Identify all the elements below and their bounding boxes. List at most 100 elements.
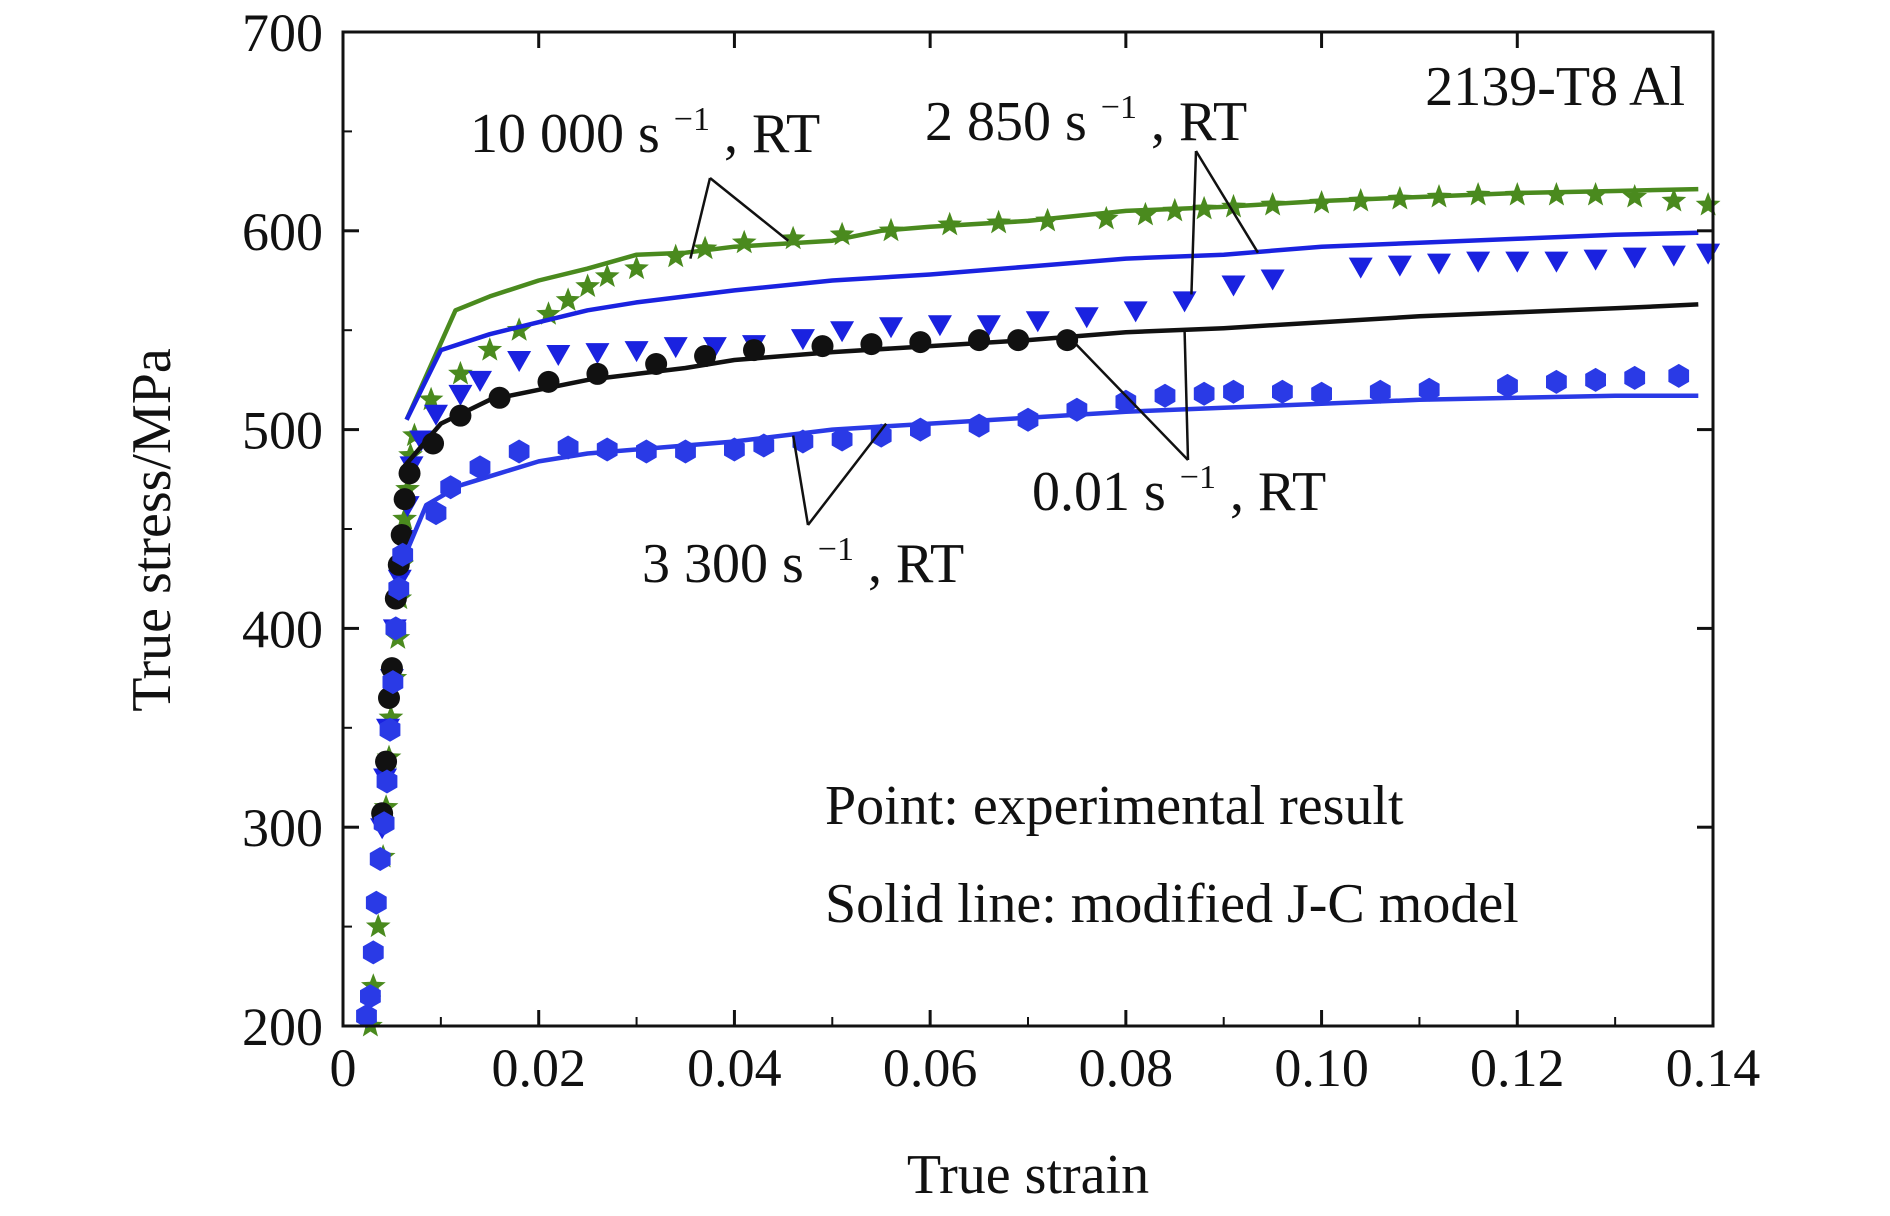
point-3300-35 [1369,379,1391,404]
point-3300-2 [362,940,384,965]
point-10000-42 [1426,184,1452,208]
x-tick-label-3: 0.06 [883,1038,978,1098]
point-3300-40 [1624,365,1646,390]
point-3300-26 [968,413,990,438]
point-10000-26 [731,229,757,254]
label-0.01-rate: 0.01 s −1 , RT [1032,439,1326,523]
point-3300-30 [1154,383,1176,408]
point-10000-45 [1544,182,1569,206]
label-2850-sup: −1 [1101,89,1137,126]
svg-text:0.01 s −1 , RT: 0.01 s −1 , RT [1032,439,1326,523]
point-3300-9 [385,616,407,641]
x-tick-label-4: 0.08 [1079,1038,1174,1098]
label-3300-sup: −1 [818,531,854,568]
label-3300-tail: , RT [868,533,964,595]
y-tick-label-2: 400 [242,599,323,659]
point-2850-36 [1544,251,1569,273]
point-3300-10 [388,576,410,601]
material-label: 2139-T8 Al [1425,56,1685,118]
point-0.01-18 [860,333,883,356]
point-3300-41 [1668,363,1690,388]
leader-10000-a [689,177,712,259]
point-0.01-11 [488,386,511,409]
point-0.01-7 [393,488,416,511]
point-10000-48 [1661,188,1687,212]
point-10000-41 [1387,186,1413,210]
point-2850-22 [879,317,903,339]
point-3300-38 [1546,369,1567,394]
point-3300-39 [1585,367,1606,392]
point-3300-25 [910,417,931,442]
label-10000-main: 10 000 s [470,103,660,165]
point-2850-31 [1348,257,1373,279]
point-2850-29 [1221,275,1246,297]
point-10000-13 [398,442,423,466]
point-3300-27 [1017,407,1039,432]
axis-layer: 0 0.02 0.04 0.06 0.08 0.10 0.12 0.14 200 300 400 50… [242,3,1760,1098]
leader-0.01-a [1071,339,1189,461]
point-10000-31 [986,209,1011,234]
point-10000-25 [692,235,718,260]
point-3300-6 [376,769,398,794]
label-3300-rate: 3 300 s −1 , RT [642,511,964,595]
point-2850-32 [1387,255,1412,277]
leader-2850-a [1190,150,1198,295]
leader-10000-b [709,177,790,242]
point-0.01-21 [1007,329,1030,352]
leader-0.01-b [1183,330,1190,461]
point-2850-35 [1505,251,1530,273]
point-0.01-10 [449,404,472,427]
point-10000-46 [1583,182,1608,206]
point-2850-38 [1622,247,1647,269]
point-2850-37 [1583,249,1608,271]
y-axis-label: True stress/MPa [121,348,183,712]
point-3300-13 [440,475,461,500]
leader-3300-a [791,435,810,526]
model-line-10000 [404,186,1699,421]
series-layer [356,182,1721,1037]
label-10000-rate: 10 000 s −1 , RT [470,101,820,165]
point-0.01-20 [968,329,991,352]
point-10000-24 [663,243,689,268]
leader-2850-b [1194,150,1260,254]
point-0.01-12 [537,370,560,393]
point-10000-22 [594,263,620,287]
x-tick-label-7: 0.14 [1666,1038,1761,1098]
point-2850-20 [790,329,815,351]
y-tick-label-1: 300 [242,798,323,858]
label-0.01-tail: , RT [1230,461,1326,523]
label-2850-main: 2 850 s [925,91,1087,153]
point-2850-12 [468,370,492,392]
point-10000-40 [1348,188,1374,212]
point-10000-21 [575,273,600,297]
point-3300-23 [831,427,853,452]
point-3300-5 [373,811,395,836]
legend-note-lines: Solid line: modified J-C model [825,873,1519,935]
point-10000-19 [536,301,561,325]
point-0.01-16 [743,339,765,362]
point-2850-10 [423,404,448,426]
svg-text:3 300 s −1 , RT: 3 300 s −1 , RT [642,511,964,595]
point-10000-15 [418,386,444,411]
point-10000-28 [829,221,855,246]
point-2850-39 [1661,245,1686,267]
label-0.01-sup: −1 [1180,459,1216,496]
point-10000-16 [448,360,473,385]
point-2850-14 [546,345,571,367]
label-2850-tail: , RT [1151,91,1247,153]
point-0.01-17 [811,335,834,358]
point-2850-25 [1025,311,1050,333]
y-tick-label-5: 700 [242,3,323,63]
point-3300-18 [636,439,657,464]
point-10000-33 [1093,205,1119,230]
annotation-layer [689,150,1260,526]
point-3300-21 [753,433,775,458]
point-2850-17 [663,337,688,359]
legend-note-points: Point: experimental result [825,775,1404,837]
point-2850-26 [1074,307,1099,329]
point-3300-20 [724,437,745,462]
point-2850-27 [1123,301,1148,323]
point-0.01-22 [1056,329,1079,352]
